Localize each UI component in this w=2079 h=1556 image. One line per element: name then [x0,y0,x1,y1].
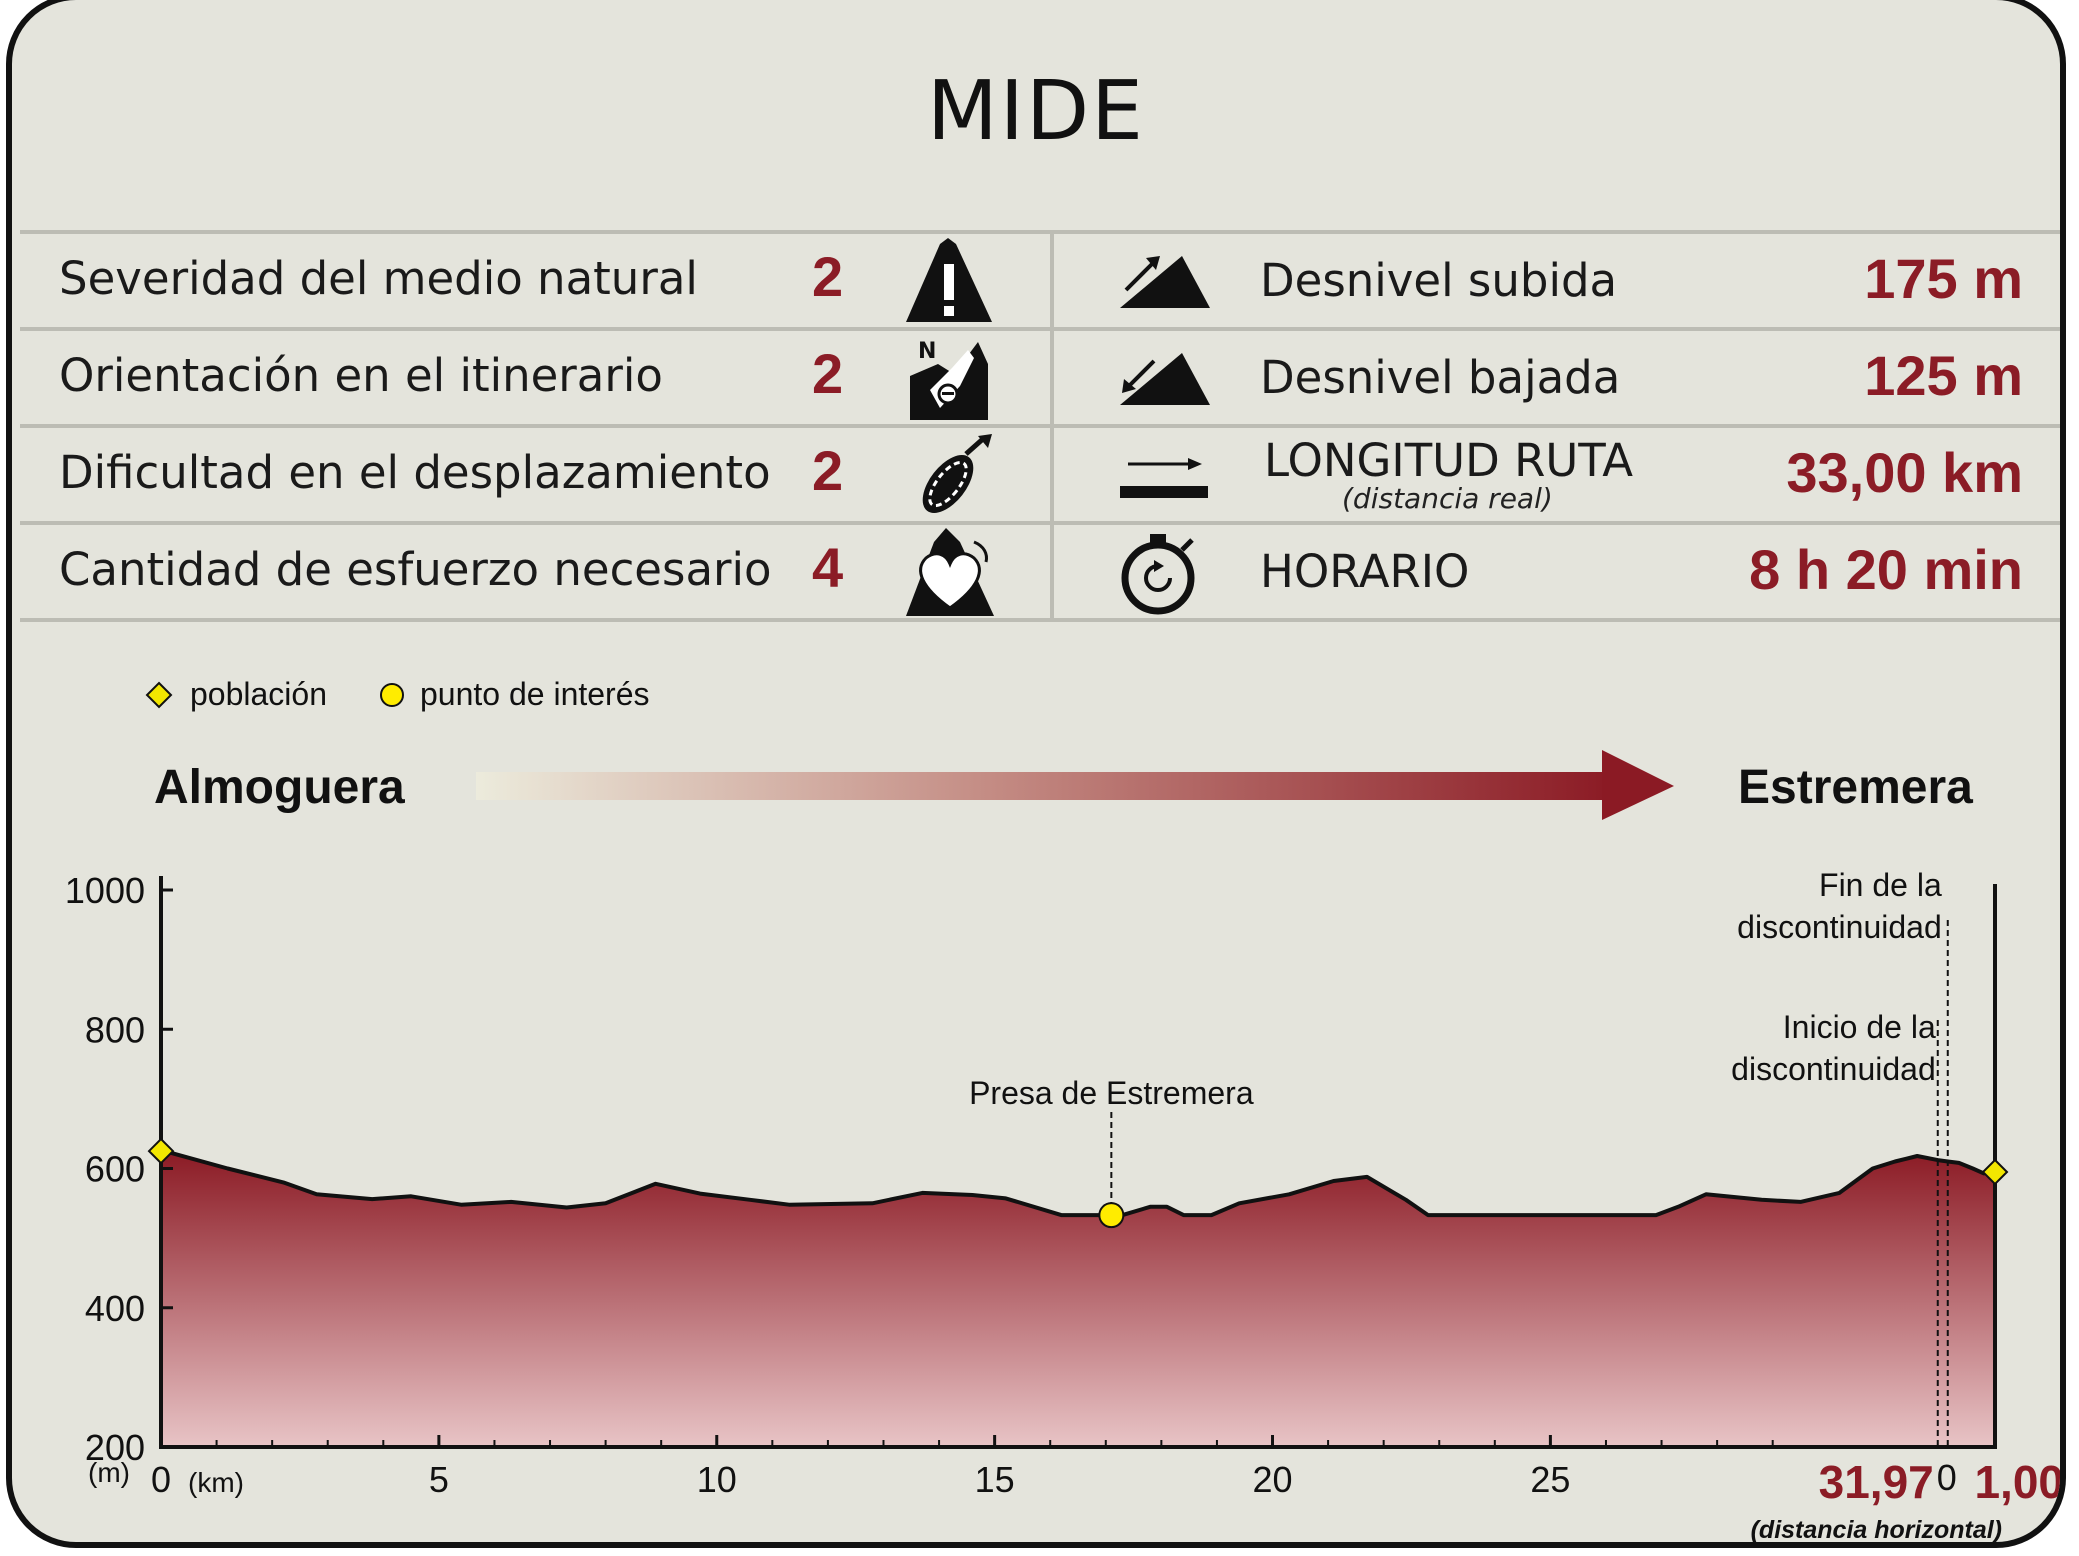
effort-label: Cantidad de esfuerzo necesario [59,543,772,596]
heart-mountain-icon [906,528,994,616]
y-tick-label: 400 [85,1288,145,1329]
discontinuity-end-text: Fin de la [1819,867,1942,903]
table-divider [20,230,2060,234]
town-marker [147,1137,175,1165]
x-tick-label: 20 [1252,1459,1292,1500]
table-divider [20,327,2060,331]
schedule-label: HORARIO [1260,545,1470,598]
discontinuity-end-text: discontinuidad [1737,909,1942,945]
profile-card: MIDE Severidad del medio natural Orienta… [6,0,2066,1548]
y-axis-unit: (m) [88,1457,130,1488]
footprint-icon [922,434,992,513]
orientation-value: 2 [812,342,844,405]
discontinuity-restart-label: 0 [1937,1457,1957,1498]
difficulty-label: Dificultad en el desplazamiento [59,446,771,499]
effort-value: 4 [812,536,844,599]
horizontal-distance-note: (distancia horizontal) [1751,1516,2002,1544]
table-divider [20,424,2060,428]
severity-label: Severidad del medio natural [59,252,698,305]
page-title: MIDE [927,64,1145,159]
discontinuity-end-label: 1,00 [1974,1456,2064,1508]
town-marker [1981,1158,2009,1186]
distance-arrow-icon [1120,458,1208,498]
descent-label: Desnivel bajada [1260,351,1621,404]
y-tick-label: 800 [85,1009,145,1050]
schedule-value: 8 h 20 min [1749,538,2023,601]
ascent-icon [1120,256,1210,308]
route-length-label: LONGITUD RUTA [1264,434,1634,487]
elevation-profile-chart: 1000 800 600 400 200(m) 0 5 10 15 20 25 (km) Inicio … [65,867,2064,1544]
ascent-label: Desnivel subida [1260,254,1618,307]
route-length-value: 33,00 km [1786,441,2023,504]
elevation-line [160,1149,1996,1218]
severity-value: 2 [812,245,844,308]
route-length-sublabel: (distancia real) [1342,482,1553,515]
table-column-divider [1050,230,1054,622]
descent-value: 125 m [1864,344,2023,407]
poi-marker [1098,1202,1125,1229]
y-tick-label: 1000 [65,870,145,911]
table-divider [20,521,2060,525]
x-tick-label: 10 [697,1459,737,1500]
poi-label: Presa de Estremera [969,1075,1254,1111]
x-tick-label: 15 [975,1459,1015,1500]
ascent-value: 175 m [1864,247,2023,310]
x-tick-label: 25 [1530,1459,1570,1500]
difficulty-value: 2 [812,439,844,502]
discontinuity-start-label: 31,97 [1819,1456,1934,1508]
y-tick-label: 600 [85,1149,145,1190]
orientation-label: Orientación en el itinerario [59,349,663,402]
legend-town-label: población [190,676,327,712]
discontinuity-start-text: discontinuidad [1731,1051,1936,1087]
orientation-compass-icon: N [910,339,988,420]
legend-poi-label: punto de interés [420,676,650,712]
x-tick-label: 5 [429,1459,449,1500]
route-start-town: Almoguera [154,761,405,814]
x-tick-label: 0 [151,1459,171,1500]
warning-mountain-icon [906,238,992,322]
descent-icon [1120,353,1210,405]
elevation-area [161,1151,1995,1447]
town-marker-icon [145,681,173,709]
x-axis-unit: (km) [188,1467,244,1498]
table-divider [20,618,2060,622]
route-end-town: Estremera [1738,761,1973,814]
stopwatch-icon [1121,534,1195,615]
y-tick-label: 200 [85,1427,145,1468]
poi-marker-icon [380,683,404,707]
discontinuity-start-text: Inicio de la [1783,1009,1936,1045]
svg-text:N: N [918,339,936,364]
route-direction-arrow [476,750,1674,820]
